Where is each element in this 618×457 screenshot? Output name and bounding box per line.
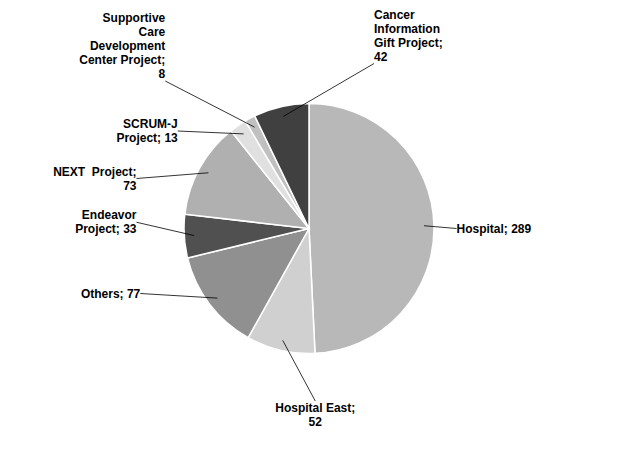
leader-line	[283, 64, 374, 117]
slice-label: Hospital East;52	[275, 401, 355, 429]
slice-label: SCRUM-JProject; 13	[116, 117, 178, 145]
wedges	[184, 104, 434, 354]
leader-line	[165, 81, 254, 127]
leader-line	[178, 131, 244, 134]
labels: Hospital; 289 Hospital East;52 Others; 77 E…	[53, 8, 531, 430]
slice-label: SupportiveCareDevelopmentCenter Project;…	[79, 11, 165, 81]
leader-line	[424, 226, 457, 229]
leader-line	[283, 340, 315, 401]
slice-label: CancerInformationGift Project;42	[374, 8, 443, 64]
slice-label: Others; 77	[81, 287, 141, 301]
pie-chart: Hospital; 289 Hospital East;52 Others; 77 E…	[0, 0, 618, 457]
pie-slice	[309, 104, 434, 354]
slice-label: NEXT Project;73	[53, 165, 137, 193]
leader-lines	[137, 64, 457, 402]
background	[0, 0, 618, 457]
slice-label: Hospital; 289	[457, 222, 532, 236]
slice-label: EndeavorProject; 33	[75, 208, 137, 236]
leader-line	[137, 222, 195, 235]
pie-slice	[255, 104, 309, 229]
leader-line	[140, 294, 217, 299]
leader-line	[137, 173, 209, 179]
chart-container: Hospital; 289 Hospital East;52 Others; 77 E…	[0, 0, 618, 457]
